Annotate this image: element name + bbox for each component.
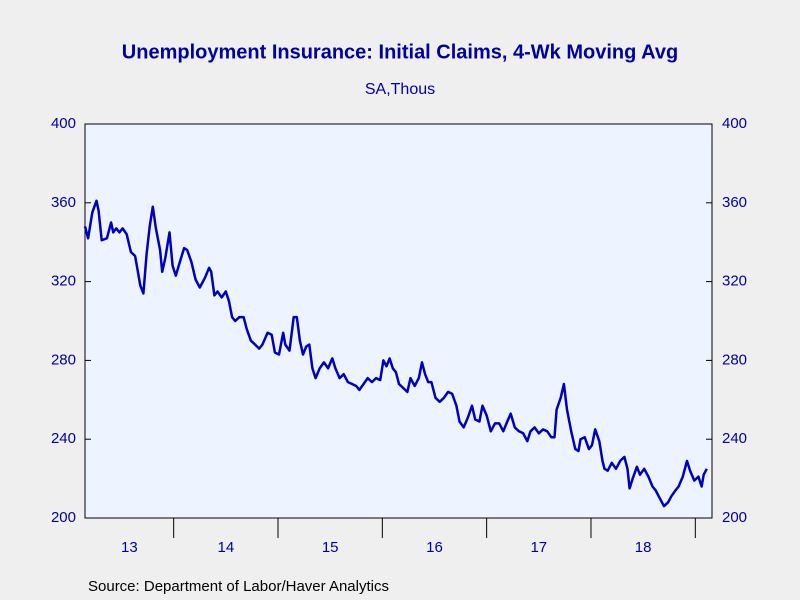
plot-area	[84, 123, 713, 519]
x-tick-label: 16	[426, 539, 443, 556]
y2-tick-label: 240	[722, 430, 747, 447]
y-tick-label: 280	[51, 351, 76, 368]
source-note: Source: Department of Labor/Haver Analyt…	[88, 578, 389, 595]
y-tick-label: 240	[51, 430, 76, 447]
x-tick-label: 15	[322, 539, 339, 556]
y2-tick-label: 280	[722, 351, 747, 368]
y2-tick-label: 200	[722, 509, 747, 526]
y2-tick-label: 360	[722, 194, 747, 211]
x-tick-label: 14	[217, 539, 234, 556]
y-tick-label: 360	[51, 194, 76, 211]
y2-tick-label: 320	[722, 273, 747, 290]
y-tick-label: 200	[51, 509, 76, 526]
chart-title: Unemployment Insurance: Initial Claims, …	[122, 41, 678, 63]
y-tick-label: 400	[51, 115, 76, 132]
data-line	[83, 199, 708, 508]
chart-subtitle: SA,Thous	[365, 81, 435, 98]
y2-tick-label: 400	[722, 115, 747, 132]
y-tick-label: 320	[51, 273, 76, 290]
x-tick-label: 18	[635, 539, 652, 556]
x-tick-label: 17	[530, 539, 547, 556]
x-tick-label: 13	[121, 539, 138, 556]
